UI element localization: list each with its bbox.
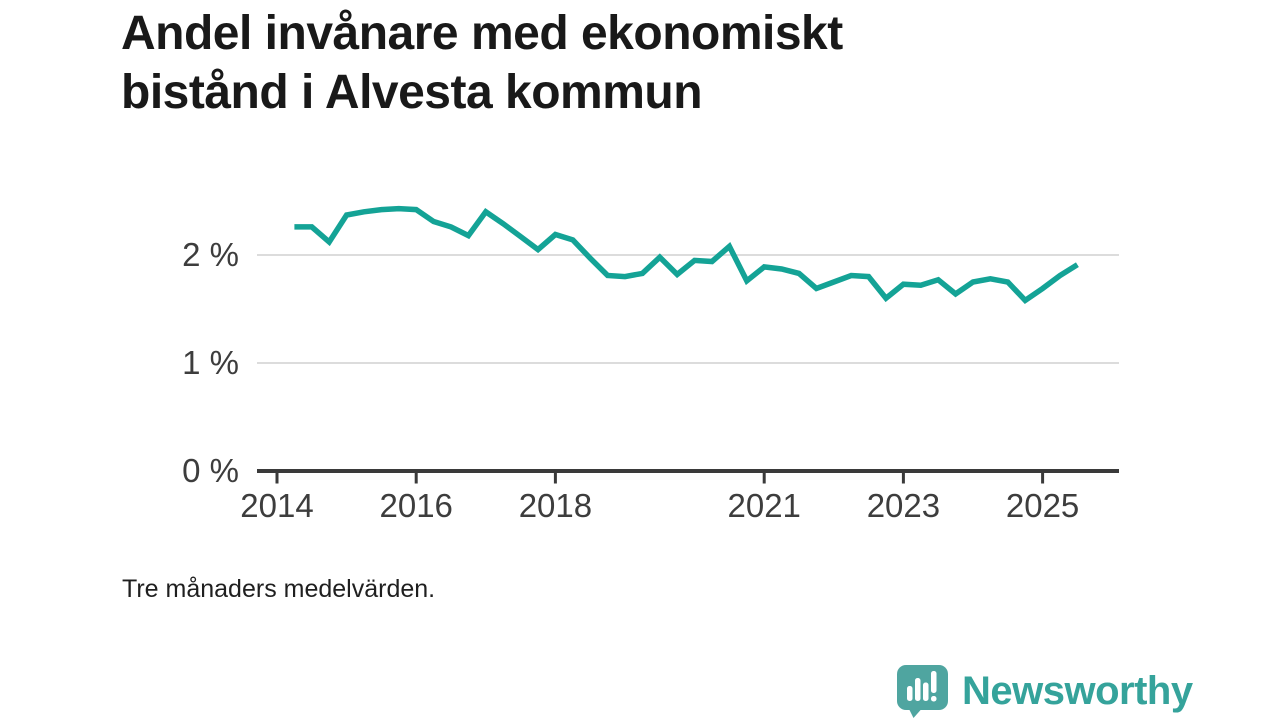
newsworthy-speech-bubble-icon: [897, 665, 948, 718]
logo-exclamation-dot: [931, 696, 937, 702]
x-axis-label-2018: 2018: [519, 487, 592, 524]
logo-bar-tall: [915, 678, 921, 701]
newsworthy-logo: Newsworthy: [896, 663, 1193, 719]
x-axis-label-2023: 2023: [867, 487, 940, 524]
x-axis-label-2021: 2021: [727, 487, 800, 524]
logo-bar-short: [907, 686, 913, 701]
x-axis-label-2025: 2025: [1006, 487, 1079, 524]
chart-footnote: Tre månaders medelvärden.: [122, 575, 436, 603]
chart-title: Andel invånare med ekonomiskt bistånd i …: [121, 7, 843, 119]
x-axis-label-2014: 2014: [240, 487, 313, 524]
logo-bar-medium: [923, 682, 929, 701]
y-axis-label-1pct: 1 %: [182, 344, 239, 381]
y-axis-label-0pct: 0 %: [182, 452, 239, 489]
data-line: [294, 205, 1079, 304]
x-axis-label-2016: 2016: [379, 487, 452, 524]
y-axis-label-2pct: 2 %: [182, 236, 239, 273]
newsworthy-logo-text: Newsworthy: [962, 668, 1193, 713]
logo-exclamation-stem: [931, 671, 937, 693]
